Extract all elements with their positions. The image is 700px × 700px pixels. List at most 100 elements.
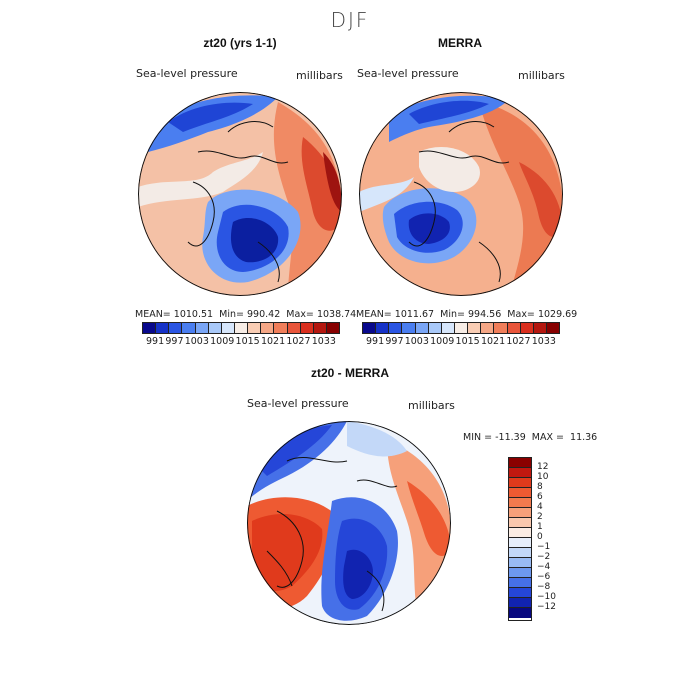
high-pressure-region xyxy=(273,102,342,296)
colorbar-swatch xyxy=(300,323,314,333)
coastlines xyxy=(187,121,289,283)
colorbar-right-ticks: 991 997 1003 1009 1015 1021 1027 1033 xyxy=(362,336,560,347)
colorbar-tick-label: 1003 xyxy=(404,336,429,347)
colorbar-tick-label: 1033 xyxy=(531,336,556,347)
colorbar-swatch xyxy=(402,323,416,333)
colorbar-swatch xyxy=(509,488,531,498)
colorbar-swatch xyxy=(441,323,455,333)
colorbar-tick-label: 991 xyxy=(366,336,385,347)
colorbar-swatch xyxy=(533,323,547,333)
variable-label-right: Sea-level pressure xyxy=(357,67,459,80)
colorbar-swatch xyxy=(509,518,531,528)
season-title: DJF xyxy=(330,8,370,32)
colorbar-tick-label: 1015 xyxy=(235,336,260,347)
colorbar-tick-label: 1009 xyxy=(430,336,455,347)
colorbar-swatch xyxy=(287,323,301,333)
colorbar-right xyxy=(362,322,560,334)
colorbar-tick-label: −1 xyxy=(537,542,551,552)
variable-label-left: Sea-level pressure xyxy=(136,67,238,80)
panel-title-diff: zt20 - MERRA xyxy=(310,366,389,380)
colorbar-tick-label: 1 xyxy=(537,522,543,532)
map-diff-slp xyxy=(247,421,451,625)
min-value: -11.39 xyxy=(495,432,526,443)
colorbar-swatch xyxy=(221,323,235,333)
colorbar-tick-label: 1021 xyxy=(260,336,286,347)
colorbar-swatch xyxy=(509,478,531,488)
colorbar-swatch xyxy=(509,538,531,548)
units-label-diff: millibars xyxy=(408,399,455,412)
colorbar-swatch xyxy=(509,598,531,608)
colorbar-swatch xyxy=(454,323,469,333)
colorbar-tick-label: 4 xyxy=(537,502,543,512)
stats-right: MEAN= 1011.67 Min= 994.56 Max= 1029.69 xyxy=(356,309,578,320)
panel-title-merra: MERRA xyxy=(438,36,482,50)
stats-diff: MIN = -11.39 MAX = 11.36 xyxy=(463,432,598,443)
colorbar-swatch xyxy=(156,323,170,333)
colorbar-tick-label: −2 xyxy=(537,552,551,562)
colorbar-swatch xyxy=(546,323,560,333)
map-merra-slp xyxy=(359,92,563,296)
colorbar-swatch xyxy=(509,548,531,558)
colorbar-swatch xyxy=(509,558,531,568)
map-model-slp xyxy=(138,92,342,296)
colorbar-swatch xyxy=(468,323,482,333)
colorbar-swatch xyxy=(389,323,403,333)
colorbar-swatch xyxy=(195,323,209,333)
colorbar-swatch xyxy=(313,323,327,333)
colorbar-tick-label: 1027 xyxy=(506,336,531,347)
colorbar-left-ticks: 991 997 1003 1009 1015 1021 1027 1033 xyxy=(142,336,340,347)
colorbar-swatch xyxy=(509,468,531,478)
mean-value: 1011.67 xyxy=(394,309,435,320)
max-value: 11.36 xyxy=(570,432,598,443)
colorbar-diff-ticks: 12 10 8 6 4 2 1 0 −1 −2 −4 −6 −8 −10 −12 xyxy=(537,457,577,621)
colorbar-tick-label: 1021 xyxy=(480,336,506,347)
colorbar-swatch xyxy=(507,323,521,333)
colorbar-tick-label: 1027 xyxy=(286,336,311,347)
units-label-left: millibars xyxy=(296,69,343,82)
colorbar-tick-label: 991 xyxy=(146,336,165,347)
colorbar-tick-label: 10 xyxy=(537,472,549,482)
colorbar-swatch xyxy=(494,323,508,333)
colorbar-swatch xyxy=(509,608,531,618)
colorbar-swatch xyxy=(509,588,531,598)
colorbar-tick-label: −12 xyxy=(537,602,556,612)
colorbar-tick-label: 1015 xyxy=(455,336,480,347)
colorbar-swatch xyxy=(520,323,534,333)
colorbar-swatch xyxy=(326,323,340,333)
colorbar-swatch xyxy=(509,568,531,578)
colorbar-swatch xyxy=(169,323,183,333)
colorbar-tick-label: 6 xyxy=(537,492,543,502)
colorbar-swatch xyxy=(509,578,531,588)
colorbar-left xyxy=(142,322,340,334)
colorbar-tick-label: 2 xyxy=(537,512,543,522)
max-value: 1038.74 xyxy=(316,309,357,320)
colorbar-swatch xyxy=(274,323,288,333)
min-value: 990.42 xyxy=(247,309,281,320)
colorbar-tick-label: 8 xyxy=(537,482,543,492)
panel-title-model: zt20 (yrs 1-1) xyxy=(203,36,277,50)
min-value: 994.56 xyxy=(468,309,502,320)
colorbar-tick-label: 1033 xyxy=(311,336,336,347)
colorbar-tick-label: −8 xyxy=(537,582,551,592)
colorbar-tick-label: 997 xyxy=(165,336,184,347)
low-pressure-region xyxy=(148,95,278,152)
variable-label-diff: Sea-level pressure xyxy=(247,397,349,410)
colorbar-swatch xyxy=(415,323,429,333)
units-label-right: millibars xyxy=(518,69,565,82)
colorbar-swatch xyxy=(182,323,196,333)
colorbar-swatch xyxy=(509,528,531,538)
colorbar-tick-label: −6 xyxy=(537,572,551,582)
colorbar-tick-label: −10 xyxy=(537,592,556,602)
colorbar-tick-label: 1003 xyxy=(184,336,209,347)
colorbar-swatch xyxy=(376,323,390,333)
colorbar-diff xyxy=(508,457,532,621)
colorbar-swatch xyxy=(143,323,157,333)
colorbar-swatch xyxy=(509,458,531,468)
colorbar-swatch xyxy=(509,498,531,508)
colorbar-tick-label: 997 xyxy=(385,336,404,347)
colorbar-tick-label: 0 xyxy=(537,532,543,542)
colorbar-tick-label: 1009 xyxy=(210,336,235,347)
max-value: 1029.69 xyxy=(537,309,578,320)
stats-left: MEAN= 1010.51 Min= 990.42 Max= 1038.74 xyxy=(135,309,357,320)
colorbar-swatch xyxy=(261,323,275,333)
